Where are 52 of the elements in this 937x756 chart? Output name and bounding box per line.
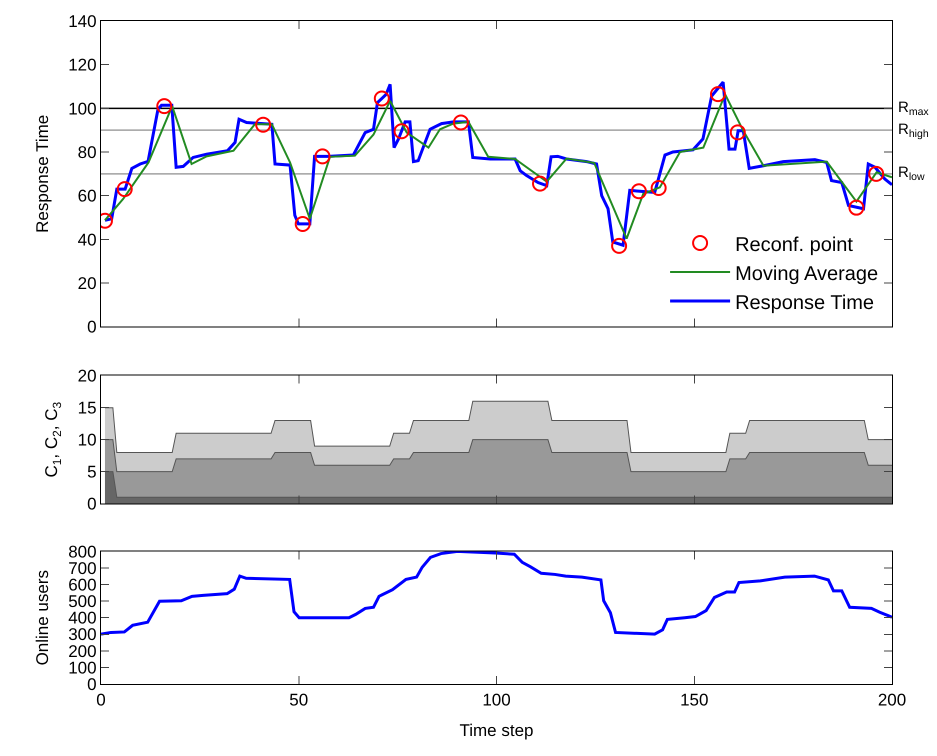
y-tick-label: 80: [78, 142, 97, 162]
y-tick-label: 0: [87, 674, 97, 694]
x-tick-label: 100: [482, 690, 511, 710]
y-tick-label: 40: [78, 230, 97, 250]
y-tick-label: 140: [68, 12, 97, 31]
y-tick-label: 120: [68, 56, 97, 75]
y-tick-label: 10: [78, 430, 97, 450]
legend-label: Response Time: [735, 292, 874, 314]
ref-line-label: R$_{max}$: [898, 99, 930, 118]
y-axis-title: Response Time: [32, 114, 52, 233]
y-tick-label: 5: [87, 462, 97, 482]
y-tick-label: 20: [78, 366, 97, 386]
y-tick-label: 100: [68, 658, 97, 678]
point: [848, 200, 864, 216]
point: [452, 114, 469, 131]
y-tick-label: 600: [68, 576, 97, 594]
point: [255, 116, 272, 133]
point: [611, 238, 628, 254]
line-series: [101, 551, 892, 636]
y-axis-title: Online users: [32, 570, 52, 666]
point: [630, 183, 647, 200]
y-tick-label: 100: [68, 99, 97, 118]
x-tick-label: 200: [878, 690, 906, 710]
y-tick-label: 200: [68, 642, 97, 661]
point: [314, 148, 330, 164]
y-tick-label: 700: [68, 558, 97, 578]
x-axis-title: Time step: [459, 720, 534, 740]
ref-line-label: R$_{low}$: [898, 164, 926, 184]
y-tick-label: 800: [68, 542, 97, 562]
y-tick-label: 400: [68, 608, 97, 628]
point: [650, 180, 667, 196]
y-tick-label: 0: [87, 494, 97, 514]
x-tick-label: 150: [680, 690, 708, 710]
y-tick-label: 15: [78, 398, 97, 418]
y-tick-label: 60: [78, 186, 97, 206]
point: [374, 90, 390, 106]
point: [294, 216, 311, 232]
y-tick-label: 300: [68, 625, 97, 644]
point: [116, 181, 133, 198]
legend-label: Reconf. point: [735, 234, 854, 256]
y-tick-label: 500: [68, 592, 97, 612]
ref-line-label: R$_{high}$: [898, 121, 929, 140]
point: [868, 166, 884, 182]
point: [710, 86, 726, 102]
y-tick-label: 0: [87, 318, 97, 337]
point: [394, 123, 410, 140]
point: [730, 124, 746, 140]
point: [532, 176, 548, 192]
point: [156, 98, 172, 114]
x-tick-label: 50: [289, 690, 308, 710]
y-tick-label: 20: [78, 274, 97, 293]
legend-label: Moving Average: [735, 262, 878, 285]
